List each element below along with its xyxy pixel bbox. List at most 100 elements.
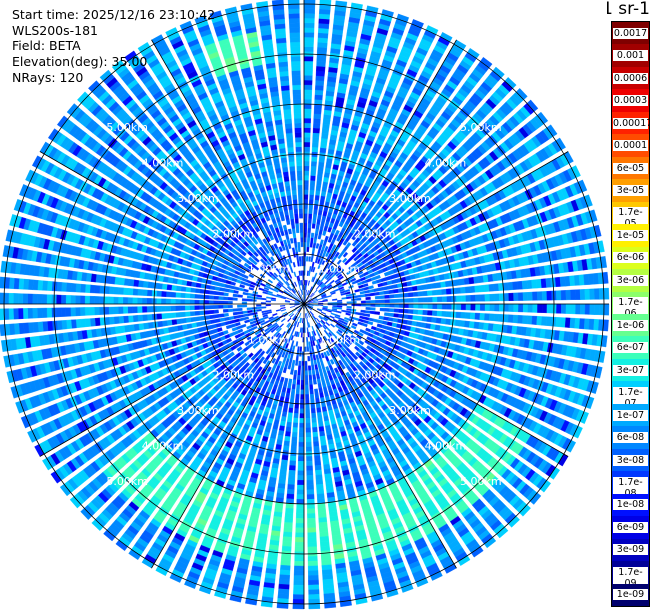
- ppi-cell: [319, 358, 324, 364]
- ppi-cell: [317, 300, 324, 303]
- ppi-cell: [314, 393, 320, 399]
- ppi-cell: [315, 469, 323, 476]
- ppi-cell: [280, 308, 287, 312]
- ppi-cell: [312, 142, 319, 148]
- ppi-cell: [309, 189, 315, 195]
- ppi-cell: [441, 296, 448, 302]
- ppi-cell: [318, 421, 324, 428]
- ppi-cell: [306, 446, 312, 452]
- ppi-cell: [522, 303, 529, 313]
- ppi-cell: [355, 294, 361, 298]
- ppi-cell: [310, 398, 315, 404]
- ppi-cell: [378, 286, 385, 292]
- ppi-cell: [315, 228, 319, 235]
- ppi-cell: [311, 223, 316, 229]
- ppi-cell: [285, 503, 294, 509]
- ppi-cell: [512, 314, 519, 324]
- ppi-cell: [243, 316, 250, 321]
- ppi-cell: [247, 312, 253, 317]
- ppi-cell: [316, 483, 324, 490]
- ppi-cell: [368, 317, 375, 322]
- ppi-cell: [314, 464, 322, 471]
- ppi-cell: [309, 379, 313, 385]
- ppi-cell: [209, 319, 216, 325]
- ppi-cell: [299, 346, 302, 352]
- ppi-cell: [383, 290, 390, 295]
- ppi-cell: [311, 345, 315, 352]
- ppi-cell: [281, 459, 288, 466]
- ppi-cell: [470, 294, 476, 302]
- ppi-cell: [456, 303, 462, 310]
- ppi-cell: [291, 432, 298, 438]
- ppi-cell: [460, 286, 466, 294]
- ppi-cell: [315, 479, 324, 485]
- ppi-cell: [398, 308, 405, 314]
- ppi-cell: [484, 294, 490, 302]
- ppi-cell: [422, 303, 429, 309]
- ppi-cell: [314, 278, 319, 284]
- ppi-cell: [363, 316, 370, 321]
- ppi-cell: [384, 308, 390, 312]
- ppi-cell: [306, 246, 310, 252]
- ppi-cell: [293, 589, 305, 595]
- ppi-cell: [297, 370, 301, 376]
- ppi-cell: [246, 307, 253, 311]
- ppi-cell: [546, 290, 552, 301]
- ppi-cell: [341, 282, 348, 287]
- ppi-cell: [316, 373, 321, 380]
- ppi-cell: [320, 142, 327, 149]
- ppi-cell: [307, 237, 311, 243]
- ppi-cell: [313, 301, 319, 304]
- ppi-cell: [315, 185, 321, 191]
- ppi-cell: [365, 310, 371, 314]
- ppi-cell: [416, 285, 423, 291]
- ppi-cell: [302, 317, 304, 324]
- ppi-cell: [305, 418, 311, 424]
- ppi-cell: [317, 363, 322, 370]
- ppi-cell: [346, 308, 352, 311]
- ppi-cell: [441, 288, 447, 295]
- ppi-cell: [432, 310, 438, 317]
- ppi-cell: [389, 303, 395, 308]
- ppi-cell: [465, 312, 471, 319]
- ppi-cell: [303, 41, 314, 47]
- ppi-cell: [282, 382, 288, 389]
- ppi-cell: [292, 603, 305, 610]
- ppi-cell: [575, 289, 581, 300]
- ppi-cell: [314, 199, 319, 206]
- ppi-cell: [311, 156, 318, 162]
- ppi-cell: [310, 232, 315, 239]
- ppi-cell: [279, 569, 291, 576]
- ppi-cell: [318, 517, 328, 523]
- ppi-cell: [305, 432, 312, 438]
- ppi-cell: [345, 293, 352, 297]
- ppi-cell: [512, 281, 519, 290]
- ppi-cell: [603, 287, 610, 300]
- ppi-cell: [406, 320, 413, 326]
- ppi-cell: [513, 303, 519, 313]
- ppi-cell: [408, 298, 414, 303]
- ppi-cell: [392, 283, 399, 289]
- ppi-cell: [329, 315, 335, 319]
- ppi-cell: [165, 312, 172, 319]
- ppi-cell: [287, 479, 295, 485]
- ppi-cell: [289, 305, 296, 308]
- ppi-cell: [293, 570, 305, 576]
- ppi-cell: [309, 194, 314, 200]
- ppi-cell: [437, 303, 443, 310]
- ppi-cell: [384, 303, 390, 308]
- ppi-cell: [345, 242, 352, 248]
- ppi-cell: [289, 465, 296, 471]
- ppi-cell: [322, 240, 328, 247]
- ppi-cell: [374, 295, 381, 300]
- ppi-cell: [474, 312, 481, 320]
- ppi-cell: [377, 319, 384, 324]
- ppi-cell: [303, 218, 308, 224]
- ppi-cell: [313, 289, 318, 294]
- ppi-cell: [382, 320, 389, 326]
- ppi-cell: [370, 300, 376, 304]
- ppi-cell: [307, 546, 318, 552]
- ppi-cell: [484, 313, 490, 321]
- ppi-cell: [355, 312, 361, 316]
- ppi-cell: [304, 280, 307, 286]
